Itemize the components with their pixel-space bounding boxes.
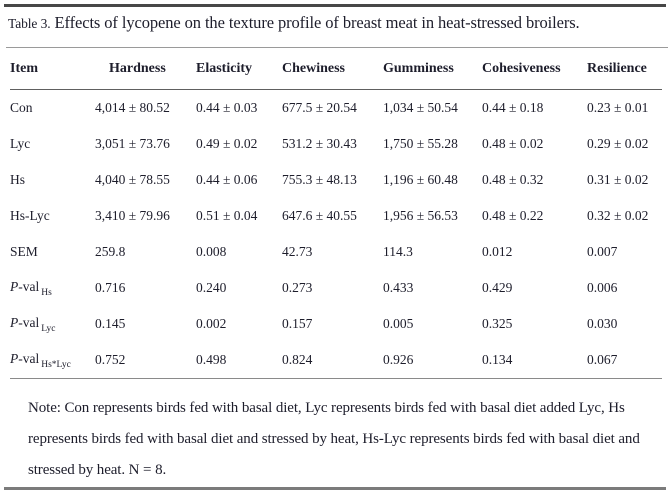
table-note: Note: Con represents birds fed with basa…	[28, 400, 640, 478]
cell-chewiness: 42.73	[282, 244, 313, 259]
cell-gumminess: 1,750 ± 55.28	[383, 136, 458, 151]
cell-cohesiveness: 0.48 ± 0.32	[482, 172, 544, 187]
cell-gumminess: 1,034 ± 50.54	[383, 100, 458, 115]
pval-subscript: Hs*Lyc	[41, 359, 71, 370]
col-header-elasticity: Elasticity	[196, 48, 282, 90]
cell-resilience: 0.31 ± 0.02	[587, 172, 649, 187]
col-header-gumminess: Gumminess	[383, 48, 482, 90]
pval-italic-p: P	[10, 314, 19, 330]
pval-text: -val	[18, 278, 40, 294]
title-divider-rule	[6, 47, 668, 48]
row-label: P-val Lyc	[10, 306, 95, 342]
cell-elasticity: 0.49 ± 0.02	[196, 136, 258, 151]
col-header-cohesiveness: Cohesiveness	[482, 48, 587, 90]
pval-italic-p: P	[10, 350, 19, 366]
pval-text: -val	[18, 314, 40, 330]
cell-gumminess: 0.433	[383, 280, 414, 295]
col-header-chewiness: Chewiness	[282, 48, 383, 90]
table-row-pval-hs: P-val Hs 0.716 0.240 0.273 0.433 0.429 0.…	[10, 270, 662, 306]
header-row: Item Hardness Elasticity Chewiness Gummi…	[10, 48, 662, 90]
cell-chewiness: 531.2 ± 30.43	[282, 136, 357, 151]
cell-cohesiveness: 0.44 ± 0.18	[482, 100, 544, 115]
table-title: Table 3. Effects of lycopene on the text…	[8, 13, 664, 41]
table-row-pval-hs-lyc: P-val Hs*Lyc 0.752 0.498 0.824 0.926 0.13…	[10, 342, 662, 379]
col-header-hardness: Hardness	[95, 48, 196, 90]
cell-elasticity: 0.44 ± 0.03	[196, 100, 258, 115]
table-row-pval-lyc: P-val Lyc 0.145 0.002 0.157 0.005 0.325 0…	[10, 306, 662, 342]
pval-text: -val	[18, 350, 40, 366]
cell-resilience: 0.030	[587, 316, 618, 331]
pval-subscript: Lyc	[41, 323, 56, 334]
cell-elasticity: 0.240	[196, 280, 227, 295]
cell-hardness: 3,410 ± 79.96	[95, 208, 170, 223]
pval-italic-p: P	[10, 278, 19, 294]
bottom-rule	[4, 487, 666, 490]
row-label: SEM	[10, 244, 38, 259]
cell-elasticity: 0.51 ± 0.04	[196, 208, 258, 223]
table-row-sem: SEM 259.8 0.008 42.73 114.3 0.012 0.007	[10, 234, 662, 270]
cell-chewiness: 0.824	[282, 342, 383, 379]
cell-chewiness: 647.6 ± 40.55	[282, 208, 357, 223]
table-number-label: Table 3.	[8, 16, 51, 31]
cell-gumminess: 0.926	[383, 342, 482, 379]
cell-cohesiveness: 0.325	[482, 316, 513, 331]
cell-resilience: 0.007	[587, 244, 618, 259]
cell-chewiness: 0.273	[282, 280, 313, 295]
col-header-item: Item	[10, 48, 95, 90]
top-rule	[4, 4, 666, 7]
table-row-hs-lyc: Hs-Lyc 3,410 ± 79.96 0.51 ± 0.04 647.6 ±…	[10, 198, 662, 234]
cell-hardness: 0.752	[95, 342, 196, 379]
cell-chewiness: 0.157	[282, 316, 313, 331]
row-label: P-val Hs*Lyc	[10, 342, 95, 379]
cell-resilience: 0.006	[587, 280, 618, 295]
table-row-con: Con 4,014 ± 80.52 0.44 ± 0.03 677.5 ± 20…	[10, 90, 662, 127]
row-label: Hs-Lyc	[10, 208, 50, 223]
cell-elasticity: 0.44 ± 0.06	[196, 172, 258, 187]
cell-gumminess: 114.3	[383, 244, 413, 259]
cell-hardness: 259.8	[95, 244, 126, 259]
cell-elasticity: 0.002	[196, 316, 227, 331]
cell-cohesiveness: 0.429	[482, 280, 513, 295]
cell-resilience: 0.29 ± 0.02	[587, 136, 649, 151]
cell-chewiness: 677.5 ± 20.54	[282, 100, 357, 115]
cell-hardness: 0.145	[95, 316, 126, 331]
cell-gumminess: 1,956 ± 56.53	[383, 208, 458, 223]
cell-gumminess: 0.005	[383, 316, 414, 331]
texture-profile-table: Item Hardness Elasticity Chewiness Gummi…	[10, 48, 662, 379]
cell-cohesiveness: 0.012	[482, 244, 513, 259]
row-label: Lyc	[10, 136, 31, 151]
table-title-text: Effects of lycopene on the texture profi…	[54, 13, 580, 32]
cell-gumminess: 1,196 ± 60.48	[383, 172, 458, 187]
row-label: Hs	[10, 172, 26, 187]
cell-hardness: 4,040 ± 78.55	[95, 172, 170, 187]
row-label: Con	[10, 100, 33, 115]
cell-cohesiveness: 0.48 ± 0.22	[482, 208, 544, 223]
cell-resilience: 0.067	[587, 342, 662, 379]
table-row-lyc: Lyc 3,051 ± 73.76 0.49 ± 0.02 531.2 ± 30…	[10, 126, 662, 162]
cell-chewiness: 755.3 ± 48.13	[282, 172, 357, 187]
cell-elasticity: 0.008	[196, 244, 227, 259]
cell-cohesiveness: 0.134	[482, 342, 587, 379]
cell-hardness: 0.716	[95, 280, 126, 295]
col-header-resilience: Resilience	[587, 48, 662, 90]
cell-cohesiveness: 0.48 ± 0.02	[482, 136, 544, 151]
cell-resilience: 0.32 ± 0.02	[587, 208, 649, 223]
pval-subscript: Hs	[41, 287, 52, 298]
cell-hardness: 4,014 ± 80.52	[95, 100, 170, 115]
table-row-hs: Hs 4,040 ± 78.55 0.44 ± 0.06 755.3 ± 48.…	[10, 162, 662, 198]
row-label: P-val Hs	[10, 270, 95, 306]
cell-elasticity: 0.498	[196, 342, 282, 379]
cell-resilience: 0.23 ± 0.01	[587, 100, 649, 115]
cell-hardness: 3,051 ± 73.76	[95, 136, 170, 151]
